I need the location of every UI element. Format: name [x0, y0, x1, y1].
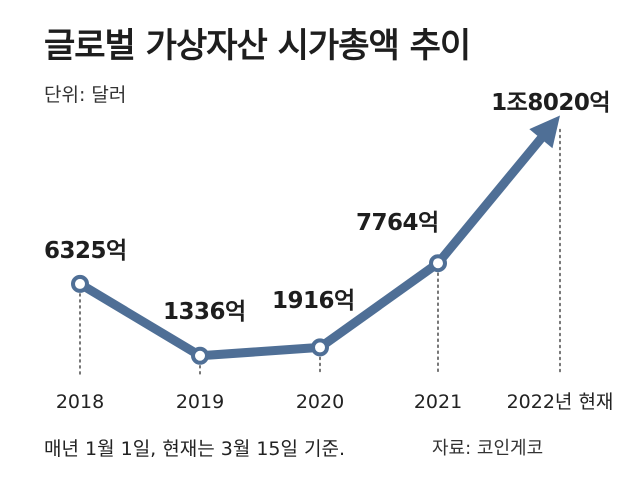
- point-marker-2021: [429, 254, 447, 273]
- value-label-2022년 현재: 1조8020억: [491, 90, 610, 116]
- x-tick-label-2020: 2020: [296, 391, 344, 413]
- x-tick-label-2022년 현재: 2022년 현재: [507, 391, 614, 413]
- value-label-2018: 6325억: [44, 238, 127, 264]
- value-label-2021: 7764억: [356, 210, 439, 236]
- value-label-2020: 1916억: [272, 288, 355, 314]
- x-tick-label-2018: 2018: [56, 391, 104, 413]
- series-line: [75, 134, 546, 361]
- x-tick-label-2019: 2019: [176, 391, 224, 413]
- point-marker-2018: [71, 274, 89, 293]
- footnote: 매년 1월 1일, 현재는 3월 15일 기준.: [44, 438, 346, 460]
- unit-label: 단위: 달러: [44, 84, 127, 106]
- x-tick-label-2021: 2021: [414, 391, 462, 413]
- source-note: 자료: 코인게코: [432, 438, 544, 459]
- value-label-2019: 1336억: [163, 299, 246, 325]
- point-marker-2020: [311, 338, 329, 357]
- chart-title: 글로벌 가상자산 시가총액 추이: [44, 26, 471, 66]
- arrow-head: [529, 115, 560, 149]
- point-marker-2019: [191, 346, 209, 365]
